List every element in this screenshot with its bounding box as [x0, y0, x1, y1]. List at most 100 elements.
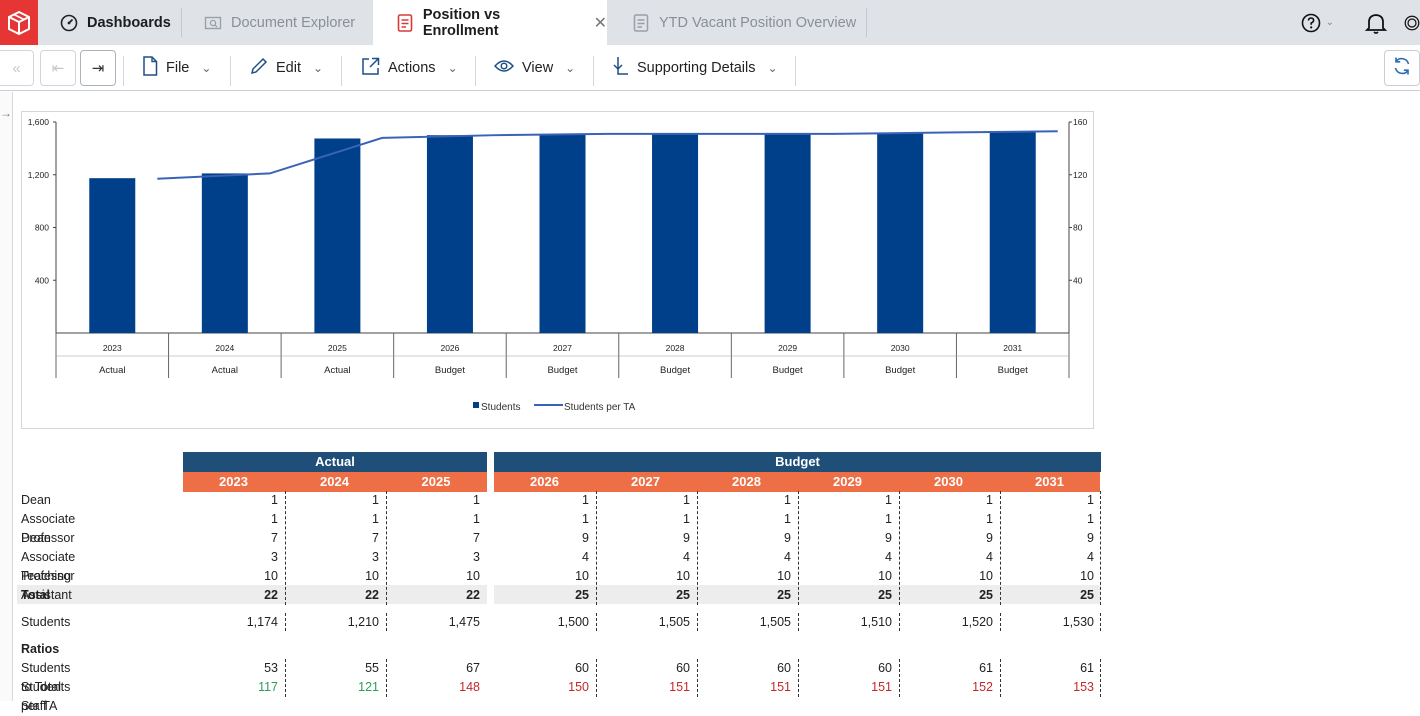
chevron-down-icon: ⌄ — [565, 61, 576, 75]
view-menu[interactable]: View ⌄ — [493, 45, 576, 91]
staff-row-cell: 9 — [582, 531, 589, 545]
ta-ratio-row-cell: 148 — [459, 680, 480, 694]
staff-row-cell: 10 — [1080, 569, 1094, 583]
column-divider — [386, 659, 387, 697]
staff-row-cell: 1 — [473, 512, 480, 526]
staff-row-label: Associate Dean — [21, 512, 76, 545]
tab-position-vs-enrollment[interactable]: Position vs Enrollment ✕ — [373, 0, 607, 45]
toolbar: « ⇤ ⇥ File ⌄ Edit ⌄ Actions ⌄ View ⌄ — [0, 45, 1420, 91]
students-row-cell: 1,520 — [961, 615, 993, 629]
close-tab-icon[interactable]: ✕ — [593, 14, 607, 32]
staff-row-cell: 7 — [473, 531, 480, 545]
column-divider — [1100, 491, 1101, 605]
double-chevron-left-icon: « — [12, 59, 21, 77]
back-button[interactable]: ⇤ — [40, 50, 76, 86]
tab-bar: Dashboards Document Explorer Position vs… — [0, 0, 1420, 45]
refresh-icon — [1392, 56, 1412, 81]
supporting-details-menu[interactable]: Supporting Details ⌄ — [613, 45, 778, 91]
ratios-heading: Ratios — [21, 642, 60, 656]
category-label: 2026 — [440, 343, 459, 353]
group-header-budget: Budget — [494, 452, 1101, 472]
tab-dashboards[interactable]: Dashboards — [60, 0, 171, 45]
file-menu[interactable]: File ⌄ — [142, 45, 211, 91]
left-panel-toggle[interactable]: → — [0, 92, 13, 701]
staff-row-cell: 10 — [777, 569, 791, 583]
category-label: 2023 — [103, 343, 122, 353]
column-divider — [1100, 613, 1101, 631]
app-logo[interactable] — [0, 0, 38, 45]
right-tick-label: 40 — [1073, 275, 1083, 285]
ta-ratio-row-cell: 150 — [568, 680, 589, 694]
gauge-icon — [60, 14, 78, 32]
students-row-cell: 1,505 — [658, 615, 690, 629]
students-row-cell: 1,210 — [347, 615, 379, 629]
total-row-cell: 22 — [466, 588, 480, 602]
ta-ratio-row-cell: 121 — [358, 680, 379, 694]
column-divider — [596, 659, 597, 697]
students-bar — [652, 134, 699, 333]
tab-dashboards-label: Dashboards — [87, 14, 171, 31]
actions-menu[interactable]: Actions ⌄ — [361, 45, 458, 91]
total-row-cell: 25 — [1080, 588, 1094, 602]
year-header: 2023 — [183, 472, 284, 492]
students-bar — [314, 138, 361, 333]
total-row-bg — [494, 585, 1101, 604]
refresh-button[interactable] — [1384, 50, 1420, 86]
help-icon[interactable]: ⌄ — [1301, 13, 1334, 33]
students-per-ta-line — [157, 130, 1058, 180]
column-divider — [596, 491, 597, 605]
external-link-icon — [361, 57, 380, 80]
staff-row-cell: 3 — [372, 550, 379, 564]
category-label: 2029 — [778, 343, 797, 353]
staff-row-cell: 4 — [784, 550, 791, 564]
ta-ratio-row-cell: 151 — [770, 680, 791, 694]
column-divider — [899, 491, 900, 605]
year-header: 2026 — [494, 472, 595, 492]
edit-menu-label: Edit — [276, 60, 301, 76]
students-row-cell: 1,475 — [448, 615, 480, 629]
students-row-cell: 1,530 — [1062, 615, 1094, 629]
file-icon — [142, 56, 158, 80]
staff-row-cell: 10 — [466, 569, 480, 583]
tab-ytd-vacant-position-overview[interactable]: YTD Vacant Position Overview — [632, 0, 856, 45]
bell-icon[interactable] — [1364, 11, 1388, 35]
arrow-left-icon: ⇤ — [51, 60, 65, 77]
header-actions: ⌄ — [1301, 0, 1420, 45]
first-page-button[interactable]: « — [0, 50, 34, 86]
user-icon[interactable] — [1404, 10, 1420, 36]
total-row-label: Total — [21, 588, 50, 602]
category-label: 2025 — [328, 343, 347, 353]
year-header: 2030 — [898, 472, 999, 492]
edit-menu[interactable]: Edit ⌄ — [250, 45, 323, 91]
tab-document-explorer[interactable]: Document Explorer — [204, 0, 355, 45]
students-row-cell: 1,510 — [860, 615, 892, 629]
column-divider — [1000, 659, 1001, 697]
staff-row-label: Dean — [21, 493, 51, 507]
staff-row-cell: 1 — [986, 512, 993, 526]
staff-row-cell: 7 — [372, 531, 379, 545]
tab-document-explorer-label: Document Explorer — [231, 14, 356, 31]
folder-search-icon — [204, 14, 222, 32]
chevron-down-icon: ⌄ — [767, 61, 778, 75]
staff-row-cell: 9 — [1087, 531, 1094, 545]
staff-row-cell: 1 — [372, 493, 379, 507]
students-row-cell: 1,174 — [246, 615, 278, 629]
staff-row-cell: 1 — [372, 512, 379, 526]
forward-button[interactable]: ⇥ — [80, 50, 116, 86]
view-menu-label: View — [522, 60, 554, 76]
ta-ratio-row-cell: 153 — [1073, 680, 1094, 694]
chevron-down-icon: ⌄ — [447, 61, 458, 75]
total-row-cell: 25 — [979, 588, 993, 602]
staff-row-cell: 10 — [264, 569, 278, 583]
staff-row-cell: 7 — [271, 531, 278, 545]
category-label: 2030 — [891, 343, 910, 353]
staff-row-cell: 1 — [1087, 493, 1094, 507]
chevron-down-icon: ⌄ — [1325, 17, 1334, 28]
students-bar — [989, 131, 1036, 333]
staff-row-label: Teaching Assistant — [21, 569, 72, 602]
category-group-label: Budget — [773, 365, 803, 376]
staff-row-cell: 1 — [784, 493, 791, 507]
category-label: 2024 — [215, 343, 234, 353]
staff-row-label: Professor — [21, 531, 75, 545]
column-divider — [899, 613, 900, 631]
